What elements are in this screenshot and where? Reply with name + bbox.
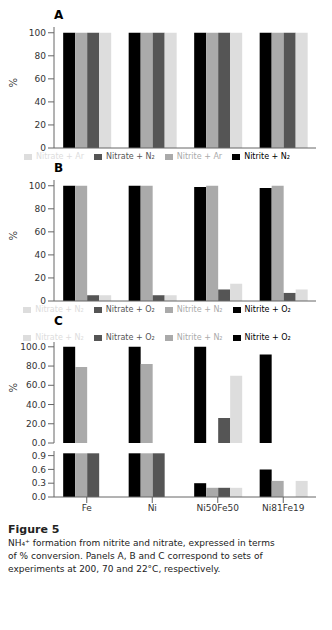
html-text:Nitrate + O₂: Nitrate + O₂ [105,333,155,342]
svg-text:100.0: 100.0 [20,342,46,352]
svg-text:0: 0 [40,143,46,153]
svg-text:20: 20 [35,273,47,283]
svg-text:0: 0 [40,296,46,306]
svg-text:20.0: 20.0 [26,419,46,429]
svg-text:60: 60 [35,227,47,237]
svg-text:0.0: 0.0 [32,492,47,502]
svg-text:%: % [8,231,19,241]
svg-text:Ni81Fe19: Ni81Fe19 [262,503,305,513]
svg-text:40: 40 [35,250,47,260]
svg-text:80.0: 80.0 [26,361,46,371]
html-text:Nitrate + N₂: Nitrate + N₂ [35,305,84,314]
html-text:Nitrite + O₂: Nitrite + O₂ [244,305,291,314]
svg-text:100: 100 [29,28,46,38]
html-text:Nitrate + N₂: Nitrate + N₂ [106,152,155,161]
svg-text:Fe: Fe [82,503,93,513]
svg-text:80: 80 [35,204,47,214]
html-text:Nitrite + O₂: Nitrite + O₂ [244,333,291,342]
svg-text:%: % [8,383,19,393]
svg-text:60.0: 60.0 [26,380,46,390]
svg-text:0.9: 0.9 [32,451,47,461]
svg-text:100: 100 [29,181,46,191]
svg-text:60: 60 [35,74,47,84]
html-text:NH₄⁺ formation from nitrite an: NH₄⁺ formation from nitrite and nitrate,… [8,538,275,574]
html-text:C: C [54,314,63,328]
svg-text:Ni: Ni [148,503,157,513]
html-text:Nitrate + Ar: Nitrate + Ar [35,152,85,161]
html-text:Figure 5: Figure 5 [8,523,60,536]
svg-text:0.0: 0.0 [32,438,47,447]
svg-text:%: % [8,78,19,88]
svg-text:0.6: 0.6 [32,465,47,475]
html-text:Nitrite + N₂: Nitrite + N₂ [244,152,290,161]
svg-text:40.0: 40.0 [26,400,46,410]
svg-text:20: 20 [35,120,47,130]
html-text:Nitrite + Ar: Nitrite + Ar [176,152,223,161]
svg-text:80: 80 [35,51,47,61]
svg-text:0.3: 0.3 [32,478,46,488]
html-text:Nitrite + N₂: Nitrite + N₂ [176,305,223,314]
html-text:Nitrite + N₂: Nitrite + N₂ [176,333,223,342]
svg-text:Ni50Fe50: Ni50Fe50 [197,503,240,513]
html-text:Nitrate + N₂: Nitrate + N₂ [35,333,84,342]
html-text:B: B [54,161,64,175]
svg-text:40: 40 [35,97,47,107]
html-text:A: A [54,8,64,22]
html-text:Nitrate + O₂: Nitrate + O₂ [105,305,155,314]
